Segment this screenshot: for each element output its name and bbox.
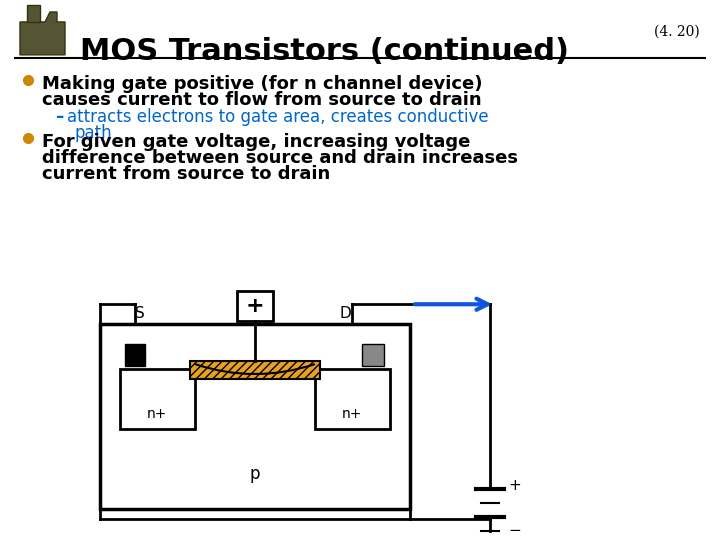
- Polygon shape: [20, 12, 65, 55]
- Text: current from source to drain: current from source to drain: [42, 165, 330, 183]
- Text: n+: n+: [342, 407, 362, 421]
- Polygon shape: [27, 5, 40, 22]
- Bar: [190, 361, 320, 379]
- Text: Making gate positive (for n channel device): Making gate positive (for n channel devi…: [42, 75, 482, 93]
- Text: causes current to flow from source to drain: causes current to flow from source to dr…: [42, 91, 482, 109]
- Text: attracts electrons to gate area, creates conductive: attracts electrons to gate area, creates…: [67, 108, 489, 126]
- Text: +: +: [246, 296, 264, 316]
- Text: –: –: [55, 108, 63, 126]
- Text: +: +: [508, 478, 521, 494]
- Text: (4. 20): (4. 20): [654, 25, 700, 39]
- Text: −: −: [508, 523, 521, 538]
- Text: D: D: [339, 306, 351, 321]
- Bar: [362, 344, 384, 366]
- Text: difference between source and drain increases: difference between source and drain incr…: [42, 148, 518, 167]
- Text: S: S: [135, 306, 145, 321]
- Bar: [120, 369, 195, 429]
- Text: n+: n+: [147, 407, 167, 421]
- Bar: [125, 344, 145, 366]
- Text: path: path: [75, 124, 112, 141]
- Text: For given gate voltage, increasing voltage: For given gate voltage, increasing volta…: [42, 133, 470, 151]
- Bar: [315, 369, 390, 429]
- Bar: [100, 324, 410, 509]
- Text: MOS Transistors (continued): MOS Transistors (continued): [80, 37, 569, 66]
- Bar: [237, 291, 273, 321]
- Text: p: p: [250, 465, 260, 483]
